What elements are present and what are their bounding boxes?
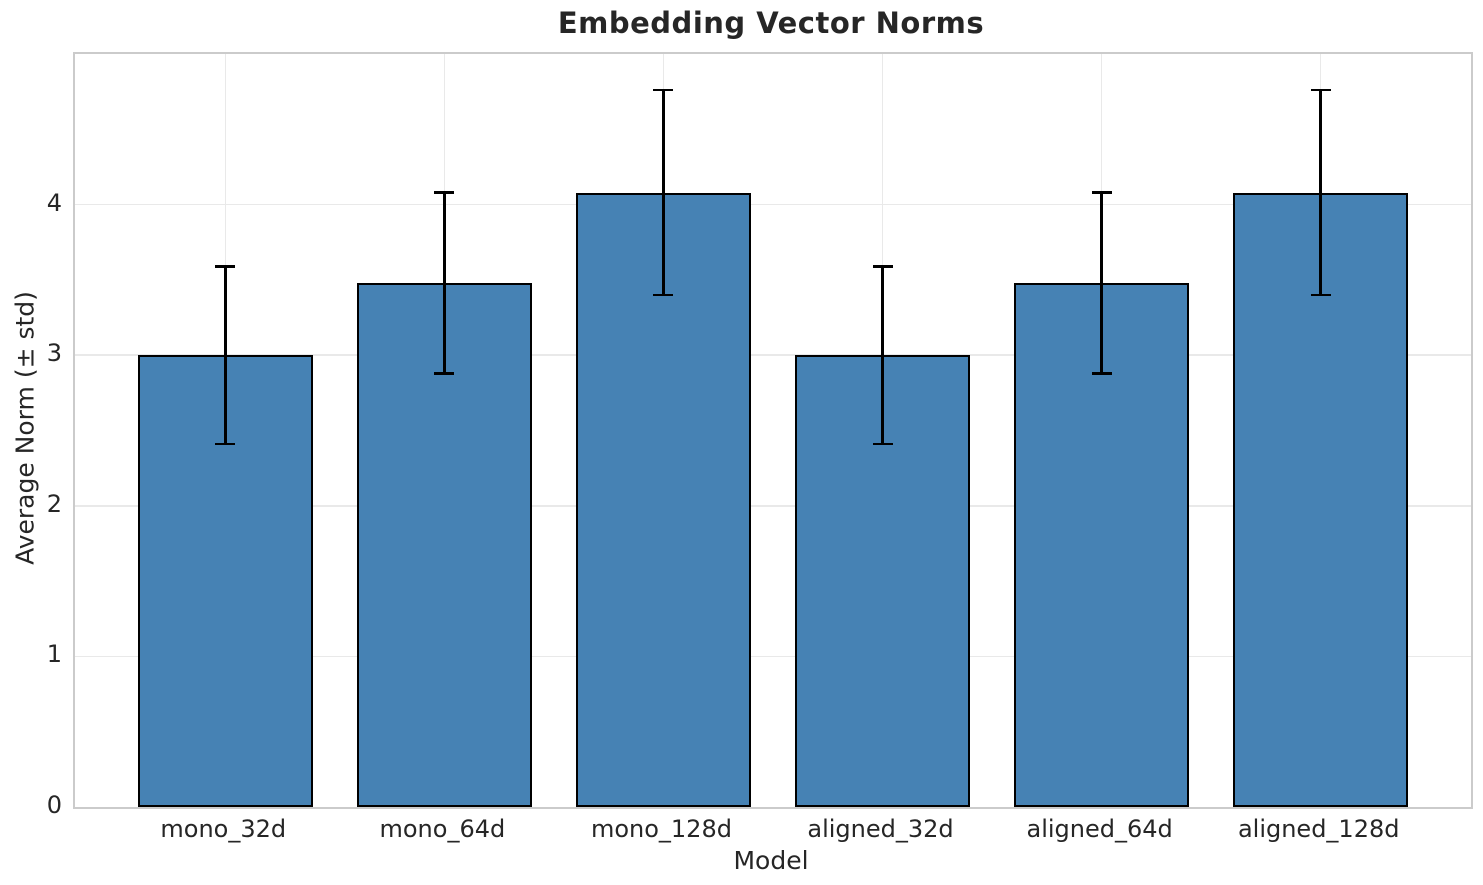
- error-cap-bottom-aligned_32d: [872, 442, 893, 446]
- error-cap-top-mono_64d: [434, 191, 455, 194]
- error-cap-bottom-aligned_64d: [1091, 372, 1112, 375]
- error-bar-mono_64d: [443, 192, 446, 374]
- y-axis-label: Average Norm (± std): [10, 291, 40, 565]
- error-cap-top-aligned_32d: [872, 265, 893, 268]
- error-bar-mono_128d: [662, 90, 665, 295]
- error-cap-top-mono_128d: [653, 88, 674, 92]
- error-cap-bottom-mono_32d: [215, 442, 236, 446]
- error-cap-top-aligned_128d: [1310, 88, 1331, 92]
- x-tick-label-aligned_32d: aligned_32d: [807, 815, 954, 843]
- error-bar-mono_32d: [224, 266, 227, 445]
- bar-mono_32d: [137, 355, 313, 807]
- error-bar-aligned_64d: [1100, 192, 1103, 374]
- y-tick-label: 0: [46, 791, 62, 819]
- x-tick-label-aligned_128d: aligned_128d: [1237, 815, 1400, 843]
- x-axis-label: Model: [733, 846, 809, 875]
- y-tick-label: 3: [46, 339, 62, 368]
- error-cap-bottom-aligned_128d: [1310, 293, 1331, 297]
- error-cap-top-aligned_64d: [1091, 191, 1112, 194]
- x-tick-label-mono_64d: mono_64d: [379, 815, 506, 843]
- error-cap-top-mono_32d: [215, 265, 236, 268]
- y-gridline: [75, 655, 1471, 658]
- x-tick-label-mono_32d: mono_32d: [160, 815, 287, 843]
- y-gridline: [75, 505, 1471, 507]
- error-cap-bottom-mono_128d: [653, 293, 674, 297]
- error-cap-bottom-mono_64d: [434, 372, 455, 375]
- x-tick-label-aligned_64d: aligned_64d: [1026, 815, 1173, 843]
- y-tick-label: 1: [46, 640, 62, 669]
- x-tick-label-mono_128d: mono_128d: [590, 815, 732, 843]
- chart-title: Embedding Vector Norms: [557, 6, 985, 40]
- y-tick-label: 2: [46, 489, 62, 518]
- y-gridline: [75, 354, 1471, 356]
- error-bar-aligned_32d: [881, 266, 884, 445]
- y-gridline: [75, 203, 1471, 206]
- bar-mono_64d: [356, 282, 532, 807]
- y-tick-label: 4: [46, 188, 62, 217]
- error-bar-aligned_128d: [1319, 90, 1322, 295]
- plot-area: [73, 52, 1473, 809]
